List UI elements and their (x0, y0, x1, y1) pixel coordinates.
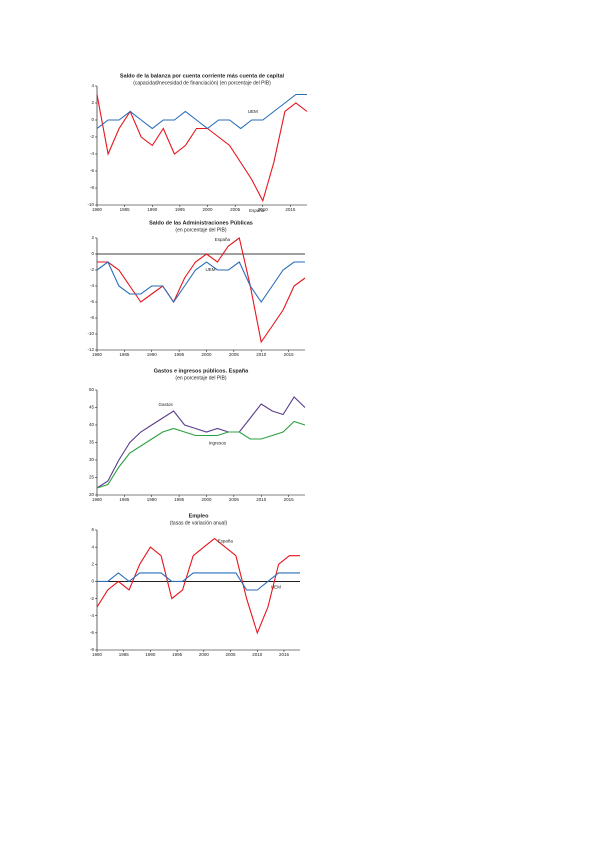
x-tick-label: 2000 (203, 207, 214, 212)
y-tick-label: 0 (91, 579, 94, 584)
series-label: España (249, 208, 265, 213)
x-tick-label: 2010 (258, 207, 269, 212)
y-tick-label: 2 (91, 235, 94, 240)
x-tick-label: 2005 (230, 207, 241, 212)
y-tick-label: -10 (87, 331, 94, 336)
chart-subtitle: (en porcentaje del PIB) (175, 227, 226, 233)
x-tick-label: 1980 (92, 207, 103, 212)
series-line (96, 94, 308, 203)
x-tick-label: 1990 (145, 652, 156, 657)
series-label: Gastos (158, 402, 173, 407)
series-line (96, 537, 300, 635)
x-tick-label: 2010 (256, 497, 267, 502)
y-tick-label: 4 (91, 544, 94, 549)
series-label: UEM (248, 109, 258, 114)
y-tick-label: 25 (89, 475, 95, 480)
x-tick-label: 1995 (174, 352, 185, 357)
y-tick-label: 45 (89, 405, 95, 410)
series-line (96, 261, 305, 303)
x-tick-label: 1980 (92, 652, 103, 657)
x-tick-label: 2015 (279, 652, 290, 657)
y-tick-label: 0 (91, 117, 94, 122)
y-tick-label: 40 (89, 422, 95, 427)
x-tick-label: 2015 (284, 497, 295, 502)
y-tick-label: -4 (90, 613, 94, 618)
series-line (97, 237, 306, 344)
series-line (96, 93, 307, 130)
y-tick-label: -4 (90, 283, 94, 288)
y-tick-label: -10 (87, 202, 94, 207)
x-tick-label: 2000 (199, 652, 210, 657)
x-tick-label: 1985 (119, 497, 130, 502)
x-tick-label: 1990 (147, 352, 158, 357)
x-tick-label: 1990 (147, 497, 158, 502)
y-tick-label: -4 (90, 151, 94, 156)
chart-subtitle: (en porcentaje del PIB) (175, 375, 226, 381)
series-line (97, 572, 300, 591)
chart-subtitle: (capacidad/necesidad de financiación) (e… (133, 80, 271, 86)
y-tick-label: -8 (90, 315, 94, 320)
x-tick-label: 2000 (201, 497, 212, 502)
x-tick-label: 1985 (119, 652, 130, 657)
y-tick-label: -6 (90, 299, 94, 304)
x-tick-label: 2005 (226, 652, 237, 657)
y-tick-label: -2 (90, 134, 94, 139)
x-tick-label: 2015 (285, 207, 296, 212)
y-tick-label: 6 (91, 527, 94, 532)
y-tick-label: -2 (90, 596, 94, 601)
x-tick-label: 1995 (175, 207, 186, 212)
y-tick-label: -2 (90, 267, 94, 272)
y-tick-label: 35 (89, 440, 95, 445)
x-tick-label: 2010 (256, 352, 267, 357)
y-tick-label: 50 (89, 387, 95, 392)
x-tick-label: 2005 (229, 352, 240, 357)
y-tick-label: -6 (90, 630, 94, 635)
y-tick-label: 2 (91, 561, 94, 566)
x-tick-label: 1995 (172, 652, 183, 657)
chart-title: Saldo de las Administraciones Públicas (149, 220, 253, 226)
x-tick-label: 1980 (92, 497, 103, 502)
series-label: UEM (205, 267, 215, 272)
chart-title: Empleo (189, 513, 210, 519)
series-line (96, 420, 306, 489)
y-tick-label: 20 (89, 492, 95, 497)
series-label: España (218, 538, 234, 543)
series-label: España (215, 237, 231, 242)
chart-title: Gastos e ingresos públicos. España (154, 368, 249, 374)
y-tick-label: -6 (90, 168, 94, 173)
series-label: Ingresos (209, 441, 227, 446)
y-tick-label: -8 (90, 185, 94, 190)
x-tick-label: 2000 (201, 352, 212, 357)
y-tick-label: -8 (90, 647, 94, 652)
series-label: UEM (271, 585, 281, 590)
x-tick-label: 2015 (284, 352, 295, 357)
chart-title: Saldo de la balanza por cuenta corriente… (120, 73, 285, 79)
chart-subtitle: (tasas de variación anual) (170, 520, 228, 526)
y-tick-label: -12 (87, 347, 94, 352)
y-tick-label: 0 (91, 251, 94, 256)
y-tick-label: 2 (91, 100, 94, 105)
x-tick-label: 1985 (119, 352, 130, 357)
x-tick-label: 1990 (147, 207, 158, 212)
y-tick-label: 4 (91, 83, 94, 88)
x-tick-label: 1995 (174, 497, 185, 502)
y-tick-label: 30 (89, 457, 95, 462)
x-tick-label: 2010 (252, 652, 263, 657)
x-tick-label: 1980 (92, 352, 103, 357)
x-tick-label: 2005 (229, 497, 240, 502)
x-tick-label: 1985 (120, 207, 131, 212)
series-line (96, 396, 306, 489)
